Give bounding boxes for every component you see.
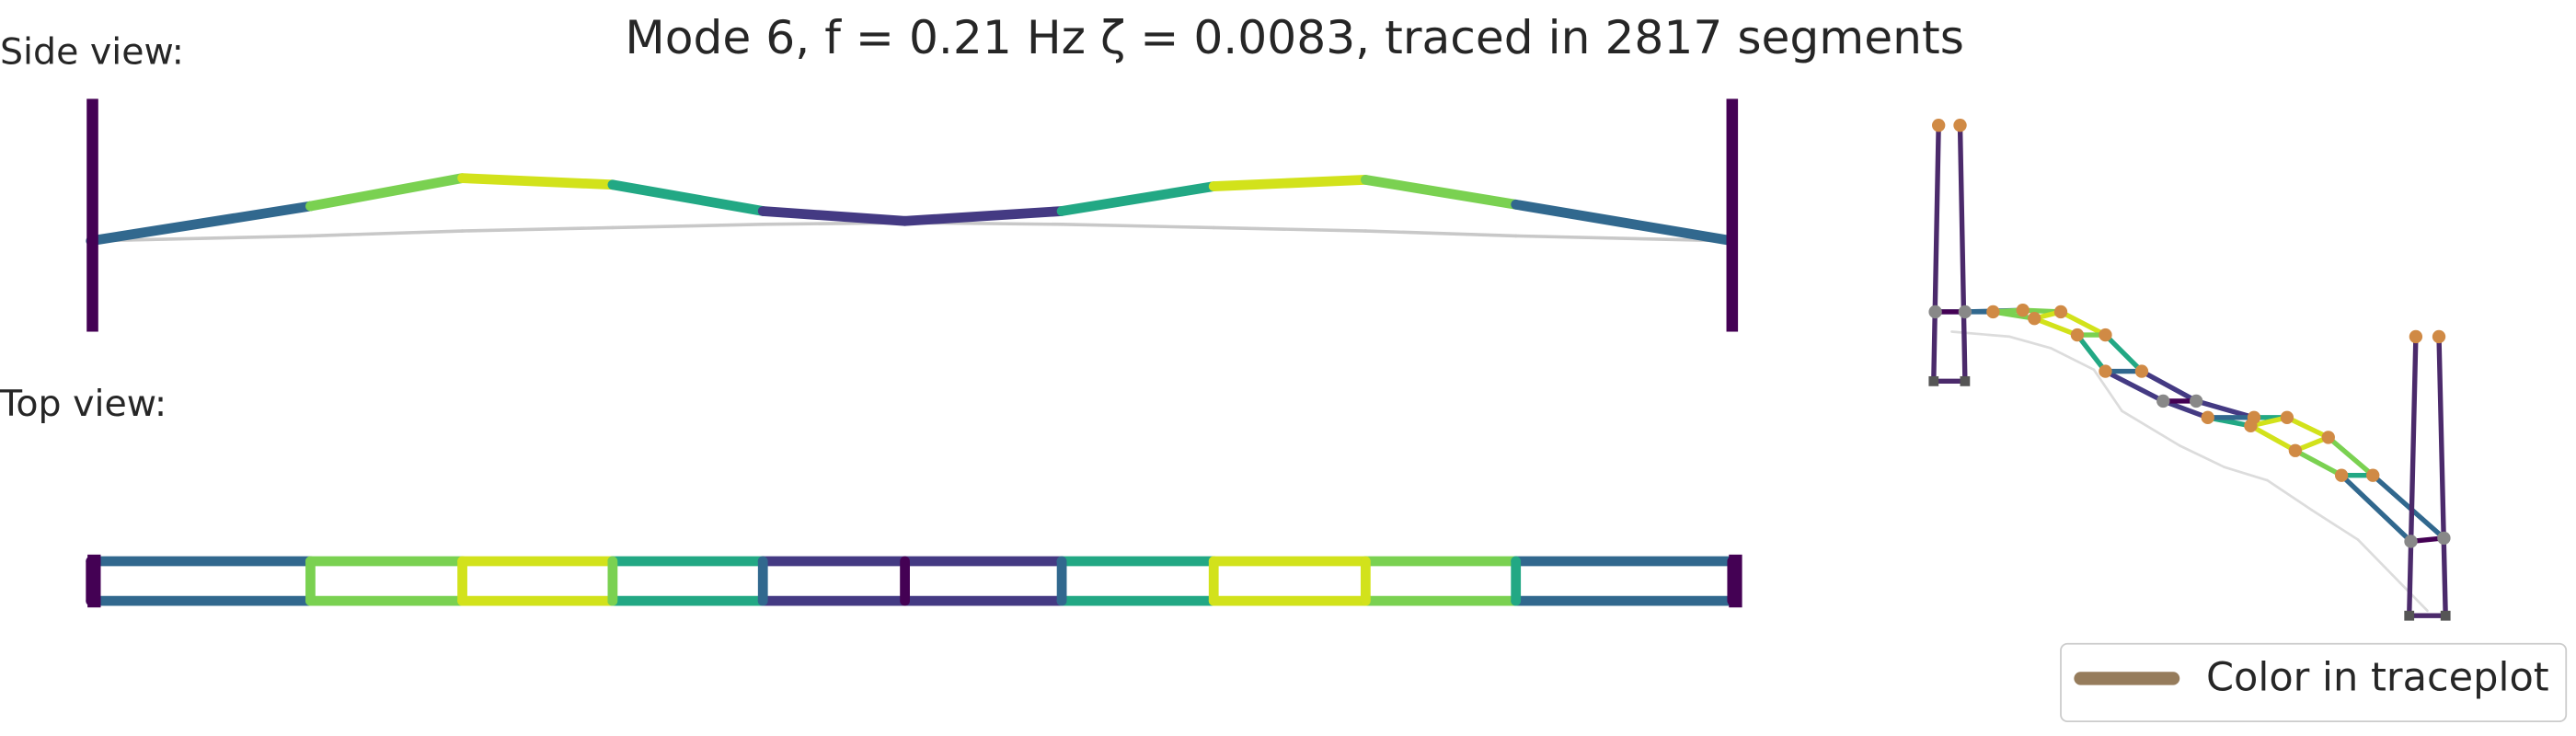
top-view — [86, 554, 1742, 608]
undeformed-line — [2121, 409, 2181, 447]
deck-segment — [2102, 332, 2145, 374]
tower-top — [1932, 118, 1946, 132]
undeformed-line — [1950, 330, 2011, 339]
deck-node — [2028, 311, 2041, 326]
deck-segment — [757, 206, 910, 226]
deck-node — [2016, 304, 2030, 317]
legend-label: Color in traceplot — [2206, 655, 2549, 701]
deck-node — [2201, 410, 2214, 425]
tower — [87, 554, 101, 608]
undeformed-line — [1060, 223, 1216, 230]
deck-node — [1928, 305, 1942, 319]
tower — [1726, 98, 1739, 332]
deck-node — [1986, 305, 2000, 319]
deck-segment — [2102, 368, 2166, 404]
undeformed-line — [2310, 509, 2360, 542]
deck-segment — [305, 173, 467, 212]
deck-segment — [2248, 423, 2298, 454]
undeformed-line — [2092, 368, 2123, 413]
deck-node — [2190, 394, 2203, 408]
legend: Color in traceplot — [2060, 642, 2568, 722]
deck-segment — [2339, 472, 2414, 545]
side-view — [86, 98, 1739, 332]
deck-node — [2280, 410, 2294, 425]
deck-node — [2053, 305, 2068, 319]
tower — [86, 98, 98, 332]
undeformed-line — [1363, 229, 1518, 238]
undeformed-line — [2049, 347, 2096, 372]
deck-node — [2156, 394, 2170, 408]
deck-node — [2437, 531, 2451, 546]
deck-segment — [86, 201, 316, 247]
top-view-label: Top view: — [0, 383, 167, 425]
deck-node — [2288, 443, 2303, 457]
undeformed-line — [2223, 466, 2269, 482]
deck-segment — [1056, 181, 1219, 216]
deck-node — [2334, 468, 2349, 482]
deck-segment — [607, 179, 768, 216]
deck-node — [1958, 305, 1972, 319]
tower-base — [1928, 375, 1939, 386]
deck-segment — [2139, 368, 2199, 404]
iso-view — [1928, 118, 2451, 621]
tower — [1729, 554, 1742, 608]
undeformed-line — [2178, 444, 2226, 469]
undeformed-line — [1513, 234, 1734, 243]
tower-leg — [1931, 122, 1941, 385]
deck-node — [2134, 364, 2149, 378]
deck-node — [2099, 364, 2112, 378]
deck-segment — [1208, 175, 1371, 191]
tower-top — [2432, 329, 2446, 344]
tower-leg — [1957, 122, 1968, 385]
deck-node — [2099, 328, 2112, 342]
deck-segment — [457, 173, 618, 190]
deck-node — [2366, 468, 2380, 482]
tower-leg — [2407, 334, 2419, 618]
deck-segment — [2031, 316, 2080, 338]
deck-node — [2070, 328, 2085, 342]
legend-box — [2060, 642, 2568, 722]
undeformed-line — [308, 229, 465, 238]
deck-segment — [2326, 434, 2375, 478]
tower-base — [2404, 610, 2415, 621]
deck-segment — [2370, 472, 2447, 541]
deck-segment — [1511, 199, 1738, 247]
tower-base — [2440, 610, 2451, 621]
tower-top — [1953, 118, 1967, 132]
deck-segment — [2284, 415, 2331, 441]
deck-segment — [2193, 398, 2257, 420]
deck-node — [2244, 419, 2258, 432]
deck-node — [2321, 431, 2335, 444]
tower-top — [2409, 329, 2423, 344]
deck-segment — [2293, 448, 2344, 478]
undeformed-line — [2266, 478, 2314, 512]
tower-leg — [2436, 334, 2448, 618]
undeformed-line — [1212, 225, 1368, 233]
deck-segment — [900, 206, 1067, 226]
tower-base — [1960, 375, 1971, 386]
deck-segment — [2160, 398, 2211, 420]
deck-segment — [2075, 332, 2109, 374]
deck-segment — [2058, 309, 2109, 338]
side-view-label: Side view: — [0, 30, 184, 73]
deck-node — [2404, 535, 2418, 548]
title: Mode 6, f = 0.21 Hz ζ = 0.0083, traced i… — [625, 10, 1963, 64]
undeformed-line — [611, 223, 765, 230]
undeformed-line — [460, 225, 615, 233]
undeformed-line — [2356, 538, 2429, 613]
deck-segment — [1360, 175, 1522, 210]
undeformed-line — [2008, 335, 2053, 350]
